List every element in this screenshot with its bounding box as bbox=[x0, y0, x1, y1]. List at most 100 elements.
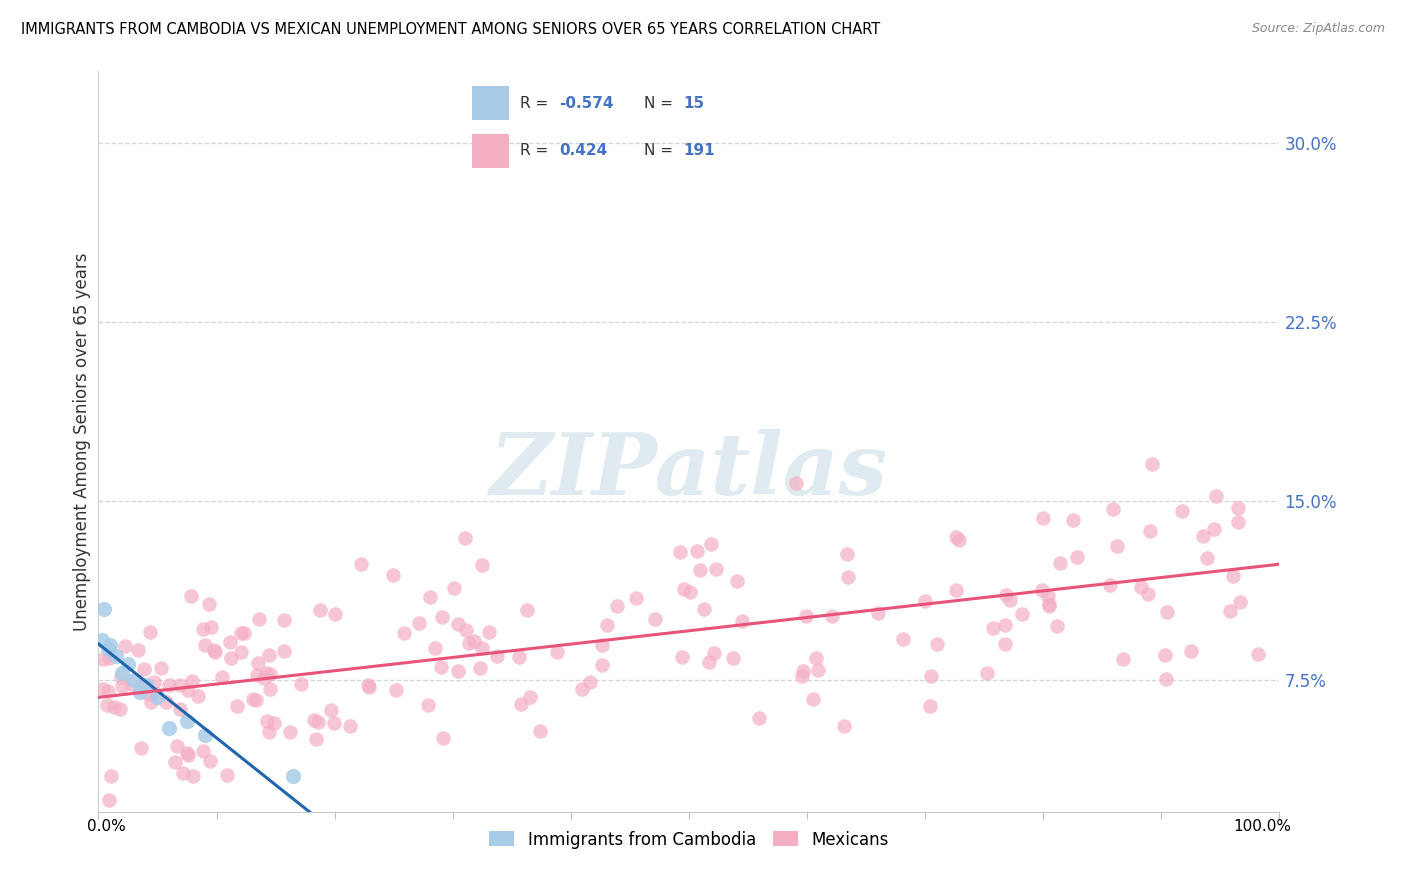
Point bbox=[981, 621, 1004, 635]
Point bbox=[1247, 647, 1270, 661]
Point bbox=[339, 719, 361, 733]
Point bbox=[231, 645, 253, 659]
Point bbox=[1218, 604, 1240, 618]
Point bbox=[307, 715, 329, 730]
Point bbox=[225, 699, 247, 714]
Point bbox=[948, 533, 970, 548]
Point bbox=[1229, 594, 1251, 608]
Point bbox=[172, 765, 194, 780]
Point bbox=[697, 655, 720, 669]
Point bbox=[1226, 515, 1249, 529]
Point bbox=[128, 685, 150, 699]
Point bbox=[259, 667, 281, 681]
Point bbox=[689, 563, 711, 577]
Point bbox=[97, 650, 120, 665]
Point bbox=[468, 660, 491, 674]
Point bbox=[257, 648, 280, 663]
Point bbox=[454, 531, 477, 545]
Point bbox=[193, 638, 215, 652]
Point bbox=[105, 649, 128, 664]
Text: 0.424: 0.424 bbox=[560, 144, 607, 158]
Point bbox=[1031, 583, 1053, 598]
Point bbox=[703, 646, 725, 660]
Point bbox=[529, 723, 551, 738]
Point bbox=[129, 741, 152, 756]
Text: Source: ZipAtlas.com: Source: ZipAtlas.com bbox=[1251, 22, 1385, 36]
Point bbox=[432, 609, 454, 624]
Point bbox=[432, 731, 454, 745]
Point bbox=[263, 716, 285, 731]
Point bbox=[166, 739, 188, 753]
Point bbox=[1191, 528, 1213, 542]
Point bbox=[319, 703, 342, 717]
Point bbox=[579, 674, 602, 689]
Point bbox=[1136, 587, 1159, 601]
Point bbox=[591, 657, 613, 672]
Point bbox=[111, 666, 134, 681]
Point bbox=[1105, 540, 1128, 554]
Point bbox=[259, 681, 281, 696]
Point bbox=[624, 591, 647, 606]
Point bbox=[804, 650, 827, 665]
Text: N =: N = bbox=[644, 144, 678, 158]
Point bbox=[443, 582, 465, 596]
Point bbox=[93, 601, 115, 615]
Point bbox=[229, 626, 252, 640]
Point bbox=[278, 725, 301, 739]
Point bbox=[1154, 673, 1177, 687]
Point bbox=[122, 673, 145, 688]
Point bbox=[200, 619, 222, 633]
Point bbox=[242, 692, 264, 706]
Point bbox=[571, 681, 593, 696]
Point bbox=[478, 624, 501, 639]
Text: 191: 191 bbox=[683, 144, 714, 158]
Point bbox=[117, 657, 139, 671]
Point bbox=[100, 769, 122, 783]
Point bbox=[176, 746, 198, 760]
Point bbox=[181, 769, 204, 783]
Y-axis label: Unemployment Among Seniors over 65 years: Unemployment Among Seniors over 65 years bbox=[73, 252, 91, 631]
Point bbox=[91, 632, 114, 647]
Text: N =: N = bbox=[644, 96, 678, 111]
Point bbox=[191, 744, 214, 758]
Point bbox=[456, 624, 478, 638]
Point bbox=[669, 545, 692, 559]
Point bbox=[976, 665, 998, 680]
Point bbox=[485, 649, 508, 664]
Point bbox=[247, 657, 270, 671]
Text: 15: 15 bbox=[683, 96, 704, 111]
Point bbox=[1049, 556, 1071, 570]
Point bbox=[519, 690, 541, 704]
Point bbox=[257, 725, 280, 739]
Point bbox=[679, 585, 702, 599]
Point bbox=[114, 639, 136, 653]
Point bbox=[1046, 618, 1069, 632]
Point bbox=[1156, 605, 1178, 619]
Point bbox=[97, 793, 120, 807]
Point bbox=[731, 614, 754, 628]
Point bbox=[97, 684, 120, 698]
Point bbox=[219, 650, 242, 665]
Text: R =: R = bbox=[520, 144, 554, 158]
Point bbox=[177, 747, 200, 762]
Point bbox=[995, 588, 1018, 602]
Point bbox=[508, 650, 530, 665]
Point bbox=[169, 678, 191, 692]
Point bbox=[994, 618, 1017, 632]
Point bbox=[699, 536, 721, 550]
Point bbox=[1102, 502, 1125, 516]
Point bbox=[155, 695, 177, 709]
Point bbox=[139, 625, 162, 640]
Point bbox=[672, 582, 695, 596]
Point bbox=[169, 701, 191, 715]
Point bbox=[157, 721, 180, 735]
Point bbox=[110, 701, 132, 715]
FancyBboxPatch shape bbox=[472, 87, 509, 120]
Point bbox=[807, 663, 830, 677]
Point bbox=[792, 665, 814, 679]
Point bbox=[447, 664, 470, 678]
Point bbox=[994, 637, 1017, 651]
Point bbox=[120, 677, 142, 691]
Point bbox=[142, 675, 165, 690]
Point bbox=[891, 632, 914, 646]
